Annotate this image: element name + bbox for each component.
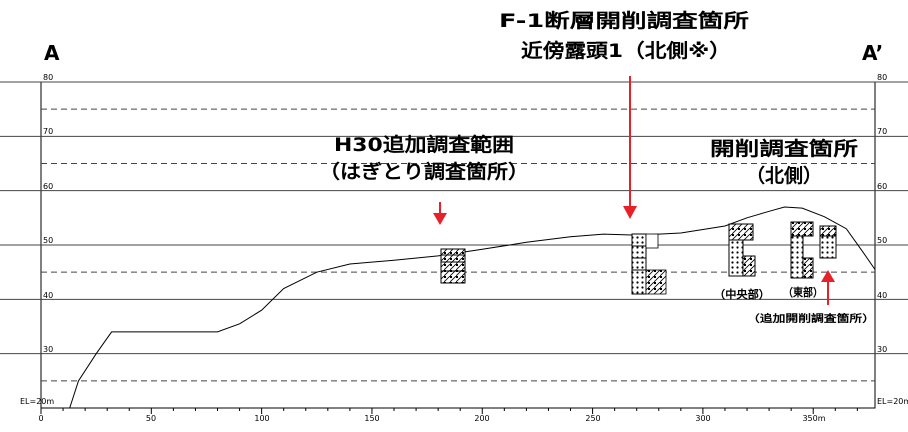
section-end-left: A xyxy=(44,41,60,65)
distance-ticks xyxy=(40,408,858,414)
elev-label-60-right: 60 xyxy=(877,182,887,191)
log-f1-outcrop xyxy=(631,233,667,295)
dist-label-250: 250 xyxy=(585,414,600,423)
dist-label-200: 200 xyxy=(474,414,489,423)
label-kaisaku-line2: （北側） xyxy=(746,164,822,187)
log-chuo xyxy=(728,223,756,277)
label-kaisaku-line1: 開削調査箇所 xyxy=(710,137,858,160)
elev-label-80-right: 80 xyxy=(877,73,887,82)
distance-labels: 0 50 100 150 200 250 300 350m xyxy=(38,414,825,423)
label-chuo: （中央部） xyxy=(714,287,770,301)
elev-label-40: 40 xyxy=(43,291,53,300)
title-line2: 近傍露頭1（北側※） xyxy=(521,39,731,62)
log-tsuika xyxy=(819,225,837,259)
arrow-h30 xyxy=(433,202,447,225)
elev-label-30: 30 xyxy=(43,345,53,354)
dist-label-150: 150 xyxy=(364,414,379,423)
log-higashi xyxy=(790,221,814,279)
elev-label-el20-right: EL=20m xyxy=(877,397,908,406)
terrain-profile-line xyxy=(69,206,876,409)
dist-label-350: 350m xyxy=(802,414,825,423)
elevation-grid xyxy=(0,81,908,382)
arrow-f1 xyxy=(623,76,637,219)
elev-label-80: 80 xyxy=(43,73,53,82)
elev-label-60: 60 xyxy=(43,182,53,191)
label-h30-line1: H30追加調査範囲 xyxy=(334,133,514,156)
elev-label-70-right: 70 xyxy=(877,127,887,136)
label-higashi: （東部） xyxy=(783,285,823,299)
elev-label-70: 70 xyxy=(43,127,53,136)
title-block: F-1断層開削調査箇所 近傍露頭1（北側※） xyxy=(499,9,749,62)
elev-label-40-right: 40 xyxy=(877,291,887,300)
elev-label-el20: EL=20m xyxy=(20,397,54,406)
elev-label-30-right: 30 xyxy=(877,345,887,354)
section-end-right: A’ xyxy=(862,41,883,65)
label-tsuika: （追加開削調査箇所） xyxy=(747,312,875,325)
log-h30 xyxy=(440,248,466,284)
left-elevation-labels: 80 70 60 50 40 30 EL=20m xyxy=(20,73,54,406)
dist-label-0: 0 xyxy=(38,414,43,423)
dist-label-100: 100 xyxy=(254,414,269,423)
elev-label-50-right: 50 xyxy=(877,236,887,245)
label-h30-line2: （はぎとり調査箇所） xyxy=(319,160,529,183)
dist-label-300: 300 xyxy=(695,414,710,423)
dist-label-50: 50 xyxy=(146,414,156,423)
right-elevation-labels: 80 70 60 50 40 30 EL=20m xyxy=(877,73,908,406)
arrow-tsuika xyxy=(821,270,835,305)
title-line1: F-1断層開削調査箇所 xyxy=(499,9,749,32)
elev-label-50: 50 xyxy=(43,236,53,245)
